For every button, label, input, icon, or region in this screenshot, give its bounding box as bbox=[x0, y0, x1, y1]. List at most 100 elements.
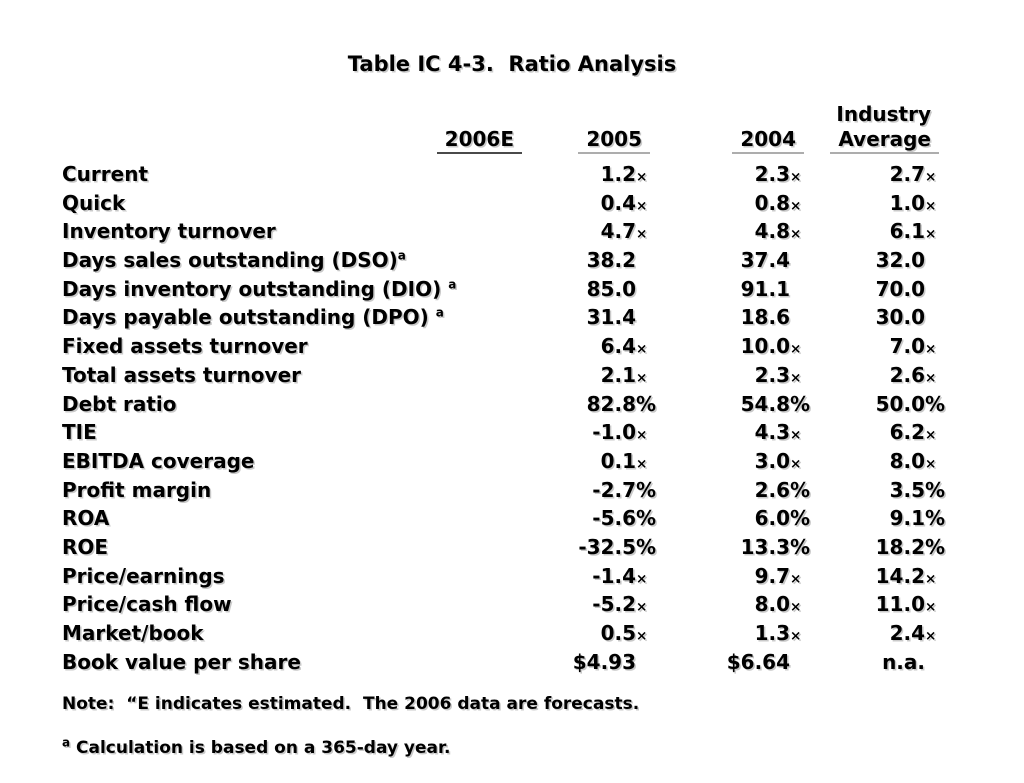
cell-value: 11.0 bbox=[875, 592, 925, 617]
cell-unit: × bbox=[925, 455, 937, 472]
table-cell: 7.0 × bbox=[818, 332, 953, 361]
cell-unit: × bbox=[925, 226, 937, 243]
table-cell bbox=[412, 361, 536, 390]
cell-value: -1.4 bbox=[592, 563, 636, 588]
table-cell: 10.0 × bbox=[664, 332, 818, 361]
table-cell: 32.0 bbox=[818, 246, 953, 275]
table-cell bbox=[412, 189, 536, 218]
table-cell: 0.1 × bbox=[536, 447, 664, 476]
footnote-marker: a bbox=[435, 305, 444, 320]
table-cell: -1.4 × bbox=[536, 562, 664, 591]
table-cell: 2.3 × bbox=[664, 361, 818, 390]
cell-value: 0.5 bbox=[600, 621, 636, 645]
cell-unit: % bbox=[636, 391, 657, 416]
cell-value: 2.6 bbox=[889, 362, 925, 387]
table-cell: $4.93 bbox=[536, 648, 664, 677]
row-label: Inventory turnover bbox=[62, 219, 276, 244]
table-cell: 2.1 × bbox=[536, 361, 664, 390]
row-label: Fixed assets turnover bbox=[62, 334, 308, 359]
table-cell: 3.0 × bbox=[664, 447, 818, 476]
cell-value: 1.2 bbox=[600, 162, 636, 186]
cell-value: 4.3 bbox=[754, 420, 790, 445]
header-spacer bbox=[536, 100, 664, 127]
table-cell: 1.3 × bbox=[664, 619, 818, 648]
cell-unit: × bbox=[925, 570, 937, 587]
header-label-column bbox=[62, 127, 412, 154]
cell-value: 6.2 bbox=[889, 420, 925, 445]
table-cell: 4.7 × bbox=[536, 217, 664, 246]
table-cell: 18.6 bbox=[664, 303, 818, 332]
cell-value: 6.0 bbox=[754, 506, 790, 531]
table-cell: 2.4 × bbox=[818, 619, 953, 648]
header-2004-label: 2004 bbox=[732, 126, 804, 154]
cell-value: 0.4 bbox=[600, 190, 636, 215]
cell-value: 0.8 bbox=[754, 190, 790, 215]
cell-value: 2.3 bbox=[754, 362, 790, 387]
cell-value: 3.0 bbox=[754, 448, 790, 473]
table-cell: 0.5 × bbox=[536, 619, 664, 648]
table-cell: 91.1 bbox=[664, 275, 818, 304]
table-cell: 8.0 × bbox=[664, 590, 818, 619]
cell-value: n.a. bbox=[882, 649, 925, 674]
table-cell bbox=[412, 418, 536, 447]
cell-unit: % bbox=[636, 477, 657, 502]
cell-value: 9.1 bbox=[889, 506, 925, 531]
table-body: Current 1.2 × 2.3 × 2.7 × Quick 0.4 × 0.8 × 1.0 × Inve… bbox=[62, 160, 955, 676]
cell-unit: % bbox=[790, 477, 811, 502]
table-cell: 2.6% bbox=[664, 476, 818, 505]
cell-value: 1.3 bbox=[754, 621, 790, 645]
table-cell: 85.0 bbox=[536, 275, 664, 304]
cell-unit: × bbox=[636, 226, 648, 243]
cell-unit: × bbox=[790, 197, 802, 214]
footnote-marker: a bbox=[448, 277, 457, 292]
cell-unit: × bbox=[636, 341, 648, 358]
cell-unit: × bbox=[790, 427, 802, 444]
cell-value: -5.2 bbox=[592, 592, 636, 617]
cell-value: -2.7 bbox=[592, 477, 636, 502]
cell-unit: × bbox=[790, 369, 802, 386]
table-cell bbox=[412, 533, 536, 562]
cell-value: 85.0 bbox=[586, 276, 636, 301]
header-2005-label: 2005 bbox=[578, 126, 650, 154]
row-label: Book value per share bbox=[62, 649, 301, 674]
cell-value: 30.0 bbox=[875, 305, 925, 330]
cell-value: 31.4 bbox=[586, 305, 636, 330]
table-cell: 30.0 bbox=[818, 303, 953, 332]
table-cell: 37.4 bbox=[664, 246, 818, 275]
cell-unit: × bbox=[636, 599, 648, 616]
table-cell bbox=[412, 275, 536, 304]
cell-value: 6.1 bbox=[889, 219, 925, 244]
cell-value: 1.0 bbox=[889, 190, 925, 215]
cell-unit: × bbox=[636, 369, 648, 386]
cell-value: 18.6 bbox=[740, 305, 790, 330]
cell-unit: × bbox=[636, 197, 648, 214]
table-cell bbox=[412, 447, 536, 476]
cell-value: 82.8 bbox=[586, 391, 636, 416]
table-cell bbox=[412, 476, 536, 505]
header-spacer bbox=[664, 100, 818, 127]
table-cell: -2.7% bbox=[536, 476, 664, 505]
cell-unit: % bbox=[925, 506, 946, 531]
row-label: Current bbox=[62, 162, 149, 186]
table-cell: 11.0 × bbox=[818, 590, 953, 619]
table-cell: 38.2 bbox=[536, 246, 664, 275]
cell-value: 18.2 bbox=[875, 534, 925, 559]
header-industry-line1: Industry bbox=[818, 100, 953, 127]
table-cell: 9.7 × bbox=[664, 562, 818, 591]
table-cell: 1.2 × bbox=[536, 160, 664, 189]
table-cell bbox=[412, 246, 536, 275]
cell-unit: × bbox=[636, 455, 648, 472]
header-industry-label: Industry bbox=[836, 102, 931, 126]
cell-value: 91.1 bbox=[740, 276, 790, 301]
row-label: Quick bbox=[62, 190, 126, 215]
cell-value: 13.3 bbox=[740, 534, 790, 559]
table-cell: 82.8% bbox=[536, 390, 664, 419]
row-label: Days payable outstanding (DPO) a bbox=[62, 305, 444, 330]
cell-unit: × bbox=[925, 427, 937, 444]
cell-value: 4.8 bbox=[754, 219, 790, 244]
header-2006e: 2006E bbox=[412, 127, 536, 154]
cell-unit: × bbox=[636, 427, 648, 444]
table-cell bbox=[412, 217, 536, 246]
row-label: Debt ratio bbox=[62, 391, 177, 416]
row-label: ROE bbox=[62, 534, 109, 559]
